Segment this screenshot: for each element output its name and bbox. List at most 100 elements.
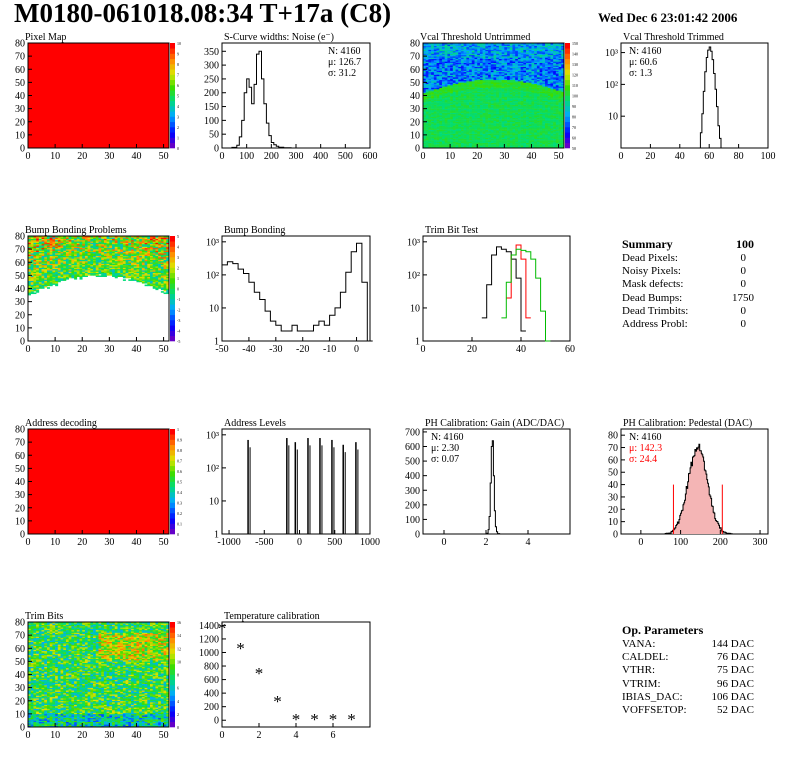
heatmap-cell <box>493 73 497 75</box>
heatmap-cell <box>488 62 492 65</box>
heatmap-cell <box>550 83 554 86</box>
heatmap-cell <box>545 125 549 128</box>
heatmap-cell <box>493 145 497 147</box>
heatmap-cell <box>553 48 557 50</box>
heatmap-cell <box>439 133 443 136</box>
heatmap-cell <box>553 50 557 53</box>
heatmap-cell <box>531 56 535 58</box>
heatmap-cell <box>471 88 475 91</box>
heatmap-cell <box>534 82 538 84</box>
heatmap-cell <box>504 127 508 129</box>
heatmap-cell <box>558 120 562 123</box>
heatmap-cell <box>431 96 435 99</box>
heatmap-cell <box>542 95 546 98</box>
heatmap-cell <box>555 90 559 92</box>
heatmap-cell <box>493 53 497 56</box>
heatmap-cell <box>536 120 540 123</box>
heatmap-cell <box>539 46 543 49</box>
heatmap-cell <box>433 121 437 124</box>
heatmap-cell <box>496 127 500 129</box>
heatmap-cell <box>493 85 497 87</box>
heatmap-cell <box>539 128 543 130</box>
heatmap-cell <box>545 57 549 60</box>
stats-box <box>625 44 667 82</box>
heatmap-cell <box>425 146 429 149</box>
heatmap-cell <box>466 109 470 112</box>
heatmap-cell <box>441 82 445 84</box>
heatmap-cell <box>477 90 481 92</box>
heatmap-cell <box>471 107 475 109</box>
heatmap-cell <box>482 91 486 94</box>
heatmap-cell <box>515 141 519 144</box>
heatmap-cell <box>455 49 459 52</box>
heatmap-cell <box>433 43 437 45</box>
x-tick-label: 200 <box>264 151 279 162</box>
heatmap-cell <box>507 132 511 134</box>
heatmap-cell <box>501 75 505 78</box>
heatmap-cell <box>545 70 549 73</box>
heatmap-cell <box>547 95 551 98</box>
heatmap-cell <box>466 108 470 111</box>
heatmap-cell <box>469 87 473 90</box>
heatmap-cell <box>485 61 489 63</box>
heatmap-cell <box>423 44 427 46</box>
heatmap-cell <box>512 129 516 132</box>
heatmap-cell <box>447 81 451 83</box>
heatmap-cell <box>60 243 64 246</box>
heatmap-cell <box>517 113 521 116</box>
heatmap-cell <box>545 130 549 133</box>
heatmap-cell <box>504 71 508 74</box>
heatmap-cell <box>555 119 559 121</box>
heatmap-cell <box>501 44 505 46</box>
heatmap-cell <box>474 86 478 88</box>
heatmap-cell <box>504 142 508 145</box>
heatmap-cell <box>57 245 61 247</box>
heatmap-cell <box>33 245 37 247</box>
heatmap-cell <box>450 57 454 60</box>
heatmap-cell <box>38 267 42 270</box>
heatmap-cell <box>33 276 37 279</box>
heatmap-cell <box>425 54 429 57</box>
heatmap-cell <box>441 109 445 112</box>
heatmap-cell <box>539 53 543 56</box>
heatmap-cell <box>528 67 532 70</box>
heatmap-cell <box>531 102 535 104</box>
heatmap-cell <box>469 94 473 96</box>
heatmap-cell <box>455 96 459 99</box>
heatmap-cell <box>455 100 459 103</box>
heatmap-cell <box>57 270 61 272</box>
heatmap-cell <box>517 86 521 88</box>
heatmap-cell <box>504 83 508 86</box>
heatmap-cell <box>479 125 483 128</box>
heatmap-cell <box>463 83 467 86</box>
heatmap-cell <box>528 121 532 124</box>
heatmap-cell <box>52 276 56 279</box>
heatmap-cell <box>561 58 565 61</box>
heatmap-cell <box>536 75 540 78</box>
heatmap-cell <box>447 123 451 125</box>
heatmap-cell <box>509 138 513 141</box>
heatmap-cell <box>536 119 540 121</box>
heatmap-cell <box>515 53 519 56</box>
heatmap-cell <box>558 113 562 116</box>
heatmap-cell <box>428 99 432 102</box>
heatmap-cell <box>447 125 451 128</box>
heatmap-cell <box>60 276 64 279</box>
heatmap-cell <box>41 268 45 271</box>
colorbar-segment <box>170 74 175 81</box>
heatmap-cell <box>520 112 524 115</box>
heatmap-cell <box>553 91 557 94</box>
heatmap-cell <box>536 100 540 103</box>
heatmap-cell <box>523 65 527 67</box>
heatmap-cell <box>444 64 448 66</box>
heatmap-cell <box>428 71 432 74</box>
heatmap-cell <box>71 263 75 266</box>
heatmap-cell <box>450 65 454 67</box>
heatmap-cell <box>474 111 478 113</box>
heatmap-cell <box>441 49 445 52</box>
heatmap-cell <box>441 117 445 120</box>
heatmap-cell <box>441 74 445 77</box>
heatmap-cell <box>482 133 486 136</box>
heatmap-cell <box>498 57 502 60</box>
heatmap-cell <box>555 124 559 126</box>
